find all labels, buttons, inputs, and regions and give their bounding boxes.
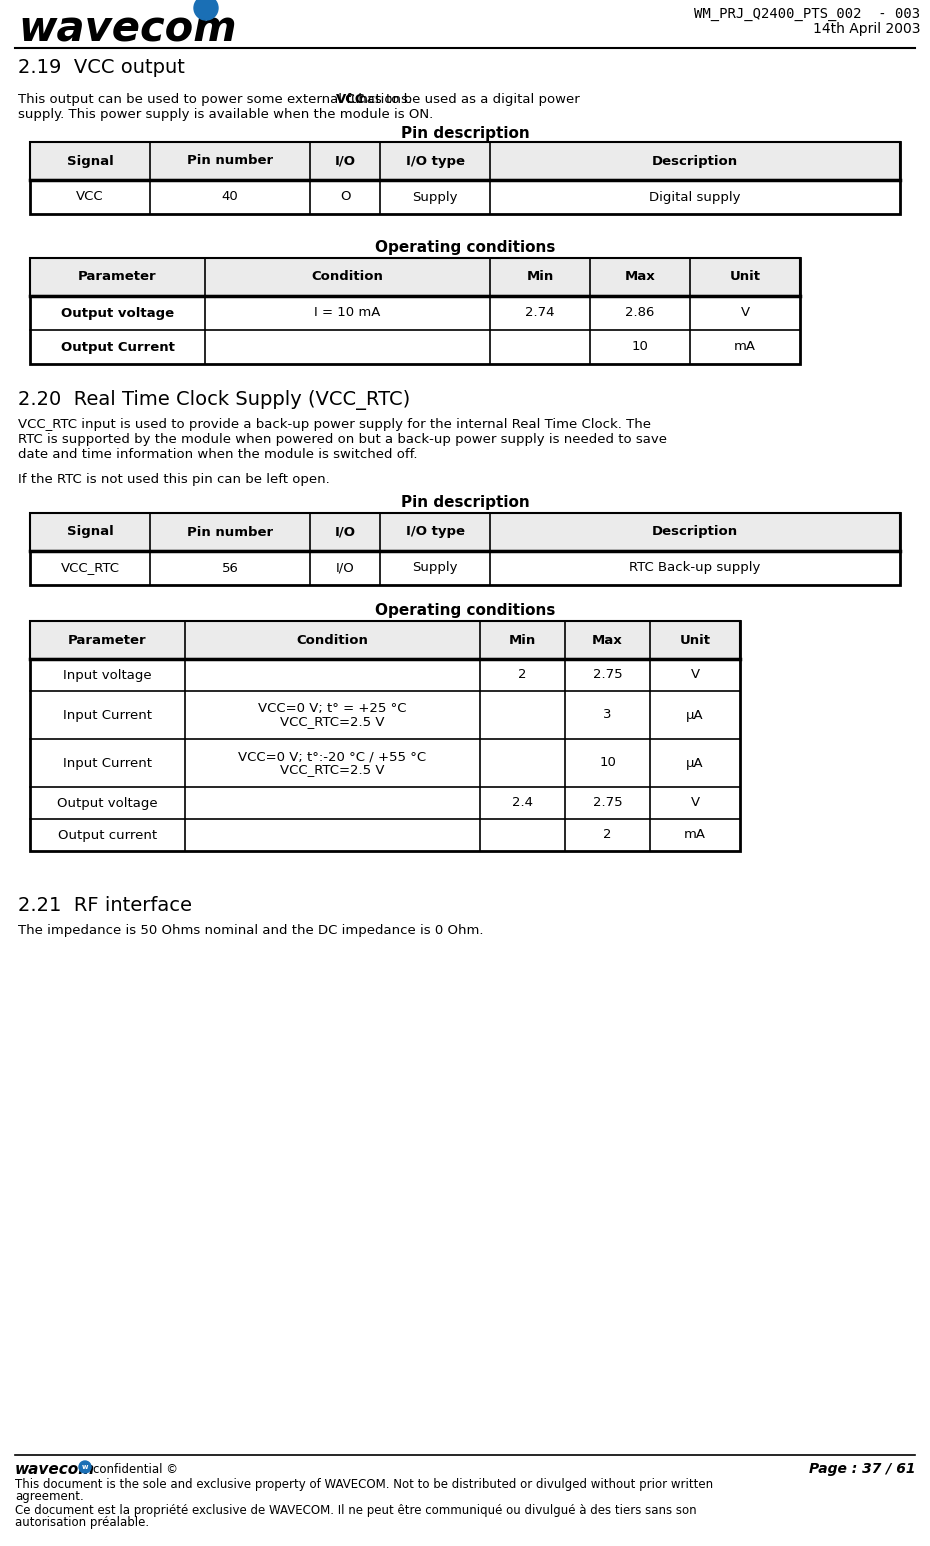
Text: Output voltage: Output voltage [57, 796, 158, 810]
Text: V: V [740, 306, 750, 320]
Text: Signal: Signal [67, 155, 113, 167]
Text: VCC_RTC=2.5 V: VCC_RTC=2.5 V [280, 764, 385, 776]
Text: Input voltage: Input voltage [63, 668, 152, 682]
Text: O: O [339, 190, 351, 204]
Text: 2.20  Real Time Clock Supply (VCC_RTC): 2.20 Real Time Clock Supply (VCC_RTC) [18, 390, 410, 410]
Text: Page : 37 / 61: Page : 37 / 61 [808, 1463, 915, 1476]
Text: wavecom: wavecom [15, 1463, 95, 1476]
Text: Parameter: Parameter [68, 634, 147, 646]
Text: Supply: Supply [412, 190, 458, 204]
Text: This document is the sole and exclusive property of WAVECOM. Not to be distribut: This document is the sole and exclusive … [15, 1478, 713, 1490]
Text: Pin number: Pin number [187, 526, 273, 538]
Text: I/O: I/O [335, 526, 355, 538]
Text: VCC_RTC=2.5 V: VCC_RTC=2.5 V [280, 714, 385, 728]
Text: 10: 10 [631, 340, 648, 354]
Text: Max: Max [592, 634, 623, 646]
Text: VCC_RTC: VCC_RTC [60, 561, 119, 575]
Text: 10: 10 [599, 756, 616, 770]
Text: Condition: Condition [312, 271, 383, 283]
Text: If the RTC is not used this pin can be left open.: If the RTC is not used this pin can be l… [18, 473, 330, 485]
Text: VCC=0 V; t° = +25 °C: VCC=0 V; t° = +25 °C [259, 702, 406, 714]
Text: Operating conditions: Operating conditions [375, 240, 555, 255]
Text: VCC_RTC input is used to provide a back-up power supply for the internal Real Ti: VCC_RTC input is used to provide a back-… [18, 417, 651, 431]
Text: 2.19  VCC output: 2.19 VCC output [18, 59, 185, 77]
Text: The impedance is 50 Ohms nominal and the DC impedance is 0 Ohm.: The impedance is 50 Ohms nominal and the… [18, 925, 484, 937]
Bar [30, 621, 740, 850]
Text: confidential ©: confidential © [93, 1463, 178, 1476]
Text: 2.75: 2.75 [592, 668, 622, 682]
Text: I/O type: I/O type [405, 155, 464, 167]
Circle shape [194, 0, 218, 20]
Text: date and time information when the module is switched off.: date and time information when the modul… [18, 448, 418, 461]
Text: 2.75: 2.75 [592, 796, 622, 810]
Text: Input Current: Input Current [63, 708, 152, 722]
Text: Pin description: Pin description [401, 495, 529, 510]
Bar [30, 621, 740, 659]
Text: Parameter: Parameter [78, 271, 157, 283]
Text: Output voltage: Output voltage [61, 306, 174, 320]
Text: Pin number: Pin number [187, 155, 273, 167]
Text: This output can be used to power some external functions.: This output can be used to power some ex… [18, 93, 417, 107]
Text: mA: mA [734, 340, 756, 354]
Text: mA: mA [684, 829, 706, 841]
Text: RTC is supported by the module when powered on but a back-up power supply is nee: RTC is supported by the module when powe… [18, 433, 667, 445]
Text: agreement.: agreement. [15, 1490, 84, 1503]
Text: I/O: I/O [335, 155, 355, 167]
Text: RTC Back-up supply: RTC Back-up supply [630, 561, 761, 575]
Text: WM_PRJ_Q2400_PTS_002  - 003: WM_PRJ_Q2400_PTS_002 - 003 [694, 8, 920, 22]
Text: I = 10 mA: I = 10 mA [314, 306, 380, 320]
Text: Min: Min [526, 271, 553, 283]
Text: V: V [690, 796, 699, 810]
Text: autorisation préalable.: autorisation préalable. [15, 1517, 149, 1529]
Text: VCC=0 V; t°:-20 °C / +55 °C: VCC=0 V; t°:-20 °C / +55 °C [238, 750, 427, 764]
Bar [30, 513, 900, 550]
Text: Ce document est la propriété exclusive de WAVECOM. Il ne peut être communiqué ou: Ce document est la propriété exclusive d… [15, 1504, 697, 1517]
Text: 2.4: 2.4 [512, 796, 533, 810]
Text: Unit: Unit [680, 634, 711, 646]
Bar [30, 142, 900, 179]
Text: I/O: I/O [336, 561, 354, 575]
Text: Output current: Output current [58, 829, 157, 841]
Text: Operating conditions: Operating conditions [375, 603, 555, 618]
Text: Signal: Signal [67, 526, 113, 538]
Text: VCC: VCC [336, 93, 365, 107]
Text: Condition: Condition [297, 634, 368, 646]
Text: µA: µA [686, 708, 704, 722]
Text: 2: 2 [518, 668, 526, 682]
Text: 2.74: 2.74 [525, 306, 555, 320]
Text: Description: Description [652, 526, 738, 538]
Text: I/O type: I/O type [405, 526, 464, 538]
Text: Min: Min [509, 634, 536, 646]
Text: Description: Description [652, 155, 738, 167]
Text: 3: 3 [604, 708, 612, 722]
Text: Digital supply: Digital supply [649, 190, 741, 204]
Text: w: w [82, 1464, 88, 1470]
Text: 2: 2 [604, 829, 612, 841]
Text: supply. This power supply is available when the module is ON.: supply. This power supply is available w… [18, 108, 433, 121]
Text: 14th April 2003: 14th April 2003 [813, 22, 920, 36]
Text: V: V [690, 668, 699, 682]
Text: 56: 56 [221, 561, 238, 575]
Circle shape [79, 1461, 91, 1473]
Text: Supply: Supply [412, 561, 458, 575]
Text: has to be used as a digital power: has to be used as a digital power [354, 93, 580, 107]
Text: 40: 40 [221, 190, 238, 204]
Text: 2.21  RF interface: 2.21 RF interface [18, 897, 192, 915]
Bar [30, 142, 900, 213]
Text: µA: µA [686, 756, 704, 770]
Bar [30, 258, 800, 295]
Bar [30, 258, 800, 363]
Text: wavecom: wavecom [18, 8, 236, 49]
Text: VCC: VCC [76, 190, 104, 204]
Text: Output Current: Output Current [60, 340, 175, 354]
Text: Pin description: Pin description [401, 127, 529, 141]
Bar [30, 513, 900, 584]
Text: Unit: Unit [729, 271, 761, 283]
Text: Input Current: Input Current [63, 756, 152, 770]
Text: Max: Max [625, 271, 656, 283]
Text: 2.86: 2.86 [625, 306, 655, 320]
